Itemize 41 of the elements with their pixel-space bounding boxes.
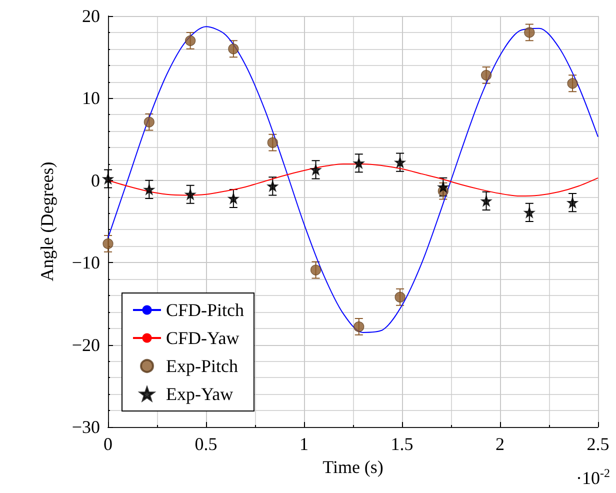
point: [438, 182, 448, 192]
point: [480, 70, 492, 80]
legend-label: Exp-Yaw: [166, 384, 234, 404]
y-tick-label: 0: [91, 170, 100, 190]
point: [567, 78, 578, 89]
point: [102, 238, 114, 249]
point: [185, 35, 196, 46]
point: [228, 44, 239, 54]
x-tick-label: 1.5: [390, 434, 414, 454]
point: [268, 181, 278, 192]
x-tick-label: 0: [104, 434, 112, 454]
legend-label: CFD-Pitch: [166, 300, 244, 320]
point: [481, 196, 492, 206]
y-tick-label: 10: [82, 88, 100, 108]
y-tick-label: −10: [72, 252, 100, 273]
point: [354, 321, 364, 332]
point: [185, 189, 196, 200]
x-tick-label: 2.5: [586, 434, 610, 454]
point: [228, 193, 239, 204]
point: [144, 116, 154, 128]
point: [394, 292, 406, 302]
x-tick-label: 0.5: [194, 434, 218, 454]
point: [144, 184, 154, 195]
x-axis-title: Time (s): [322, 456, 384, 477]
point: [567, 197, 578, 208]
point: [354, 158, 364, 168]
point: [267, 137, 278, 148]
point: [310, 164, 321, 175]
y-axis-title: Angle (Degrees): [37, 162, 57, 282]
x-tick-label: 1: [300, 434, 308, 454]
legend-label: Exp-Pitch: [166, 356, 238, 376]
point: [524, 207, 534, 218]
point: [102, 174, 114, 184]
y-tick-label: −30: [72, 417, 100, 437]
legend-label: CFD-Yaw: [166, 328, 240, 348]
point: [394, 157, 406, 168]
y-tick-label: −20: [72, 334, 100, 355]
point: [310, 264, 322, 276]
x-tick-label: 2: [496, 434, 504, 454]
y-tick-label: 20: [82, 6, 100, 26]
point: [524, 27, 535, 38]
